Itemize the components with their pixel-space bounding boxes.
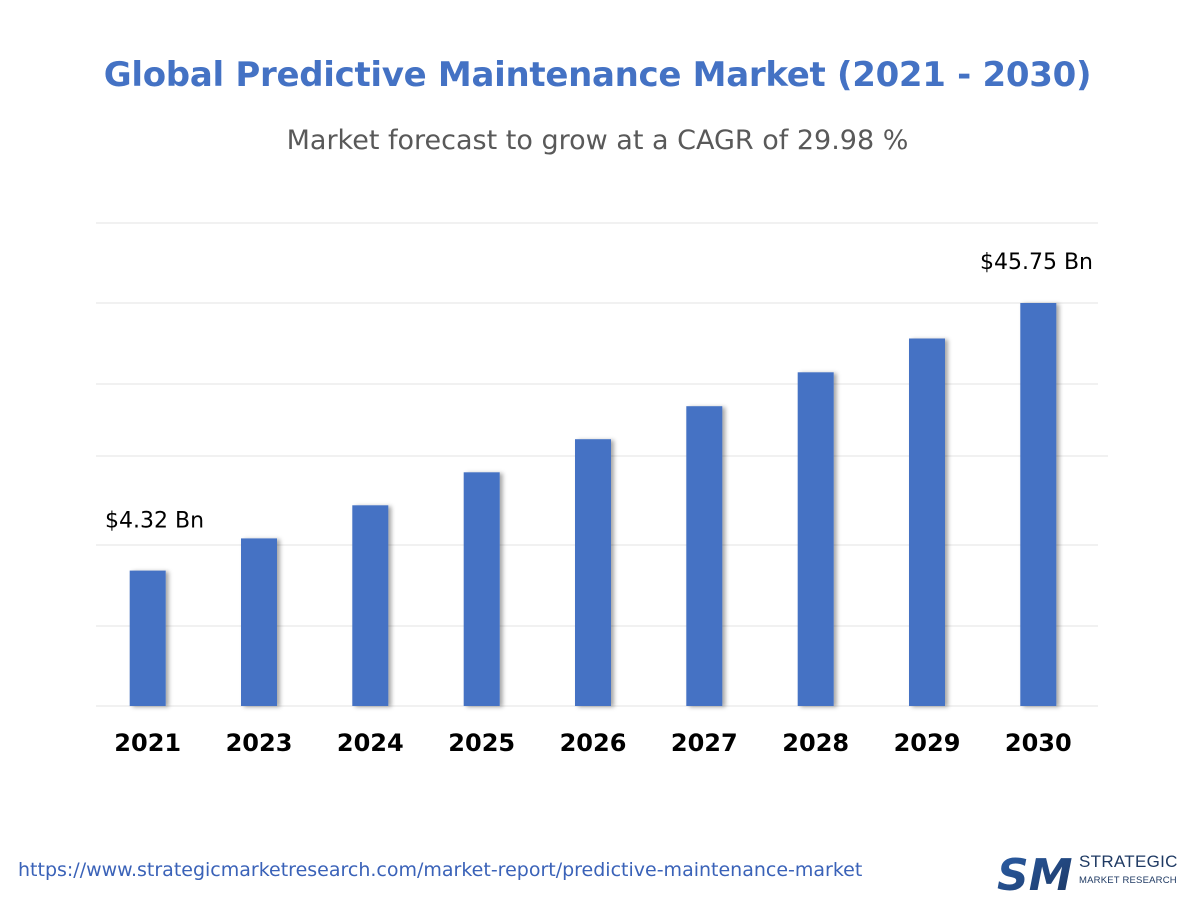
source-url-link[interactable]: https://www.strategicmarketresearch.com/… xyxy=(18,859,863,881)
x-tick-label-2027: 2027 xyxy=(671,729,738,757)
bar-2026 xyxy=(575,439,611,706)
bar-2024 xyxy=(352,505,389,706)
sm-logo-icon: SM xyxy=(997,850,1072,896)
x-tick-label-2021: 2021 xyxy=(114,729,181,757)
bar-2027 xyxy=(686,406,723,706)
bar-2028 xyxy=(797,372,834,706)
bar-2025 xyxy=(463,472,500,706)
data-label-2021: $4.32 Bn xyxy=(105,509,204,534)
bar-2029 xyxy=(909,338,945,706)
x-tick-label-2023: 2023 xyxy=(226,729,293,757)
x-tick-label-2030: 2030 xyxy=(1005,729,1072,757)
x-tick-label-2028: 2028 xyxy=(782,729,849,757)
logo-line-2: MARKET RESEARCH xyxy=(1079,875,1177,886)
data-label-2030: $45.75 Bn xyxy=(980,250,1093,275)
x-tick-label-2026: 2026 xyxy=(560,729,627,757)
bar-2021 xyxy=(129,570,166,706)
bar-2030 xyxy=(1020,303,1057,706)
x-tick-label-2025: 2025 xyxy=(448,729,515,757)
logo-mark-text: SM xyxy=(997,850,1072,896)
x-tick-label-2029: 2029 xyxy=(894,729,961,757)
company-logo: SM STRATEGIC MARKET RESEARCH xyxy=(997,848,1177,896)
logo-line-1: STRATEGIC xyxy=(1079,852,1178,871)
bar-2023 xyxy=(241,538,277,706)
chart-subtitle: Market forecast to grow at a CAGR of 29.… xyxy=(286,125,909,156)
chart-title: Global Predictive Maintenance Market (20… xyxy=(103,55,1092,95)
x-tick-label-2024: 2024 xyxy=(337,729,404,757)
